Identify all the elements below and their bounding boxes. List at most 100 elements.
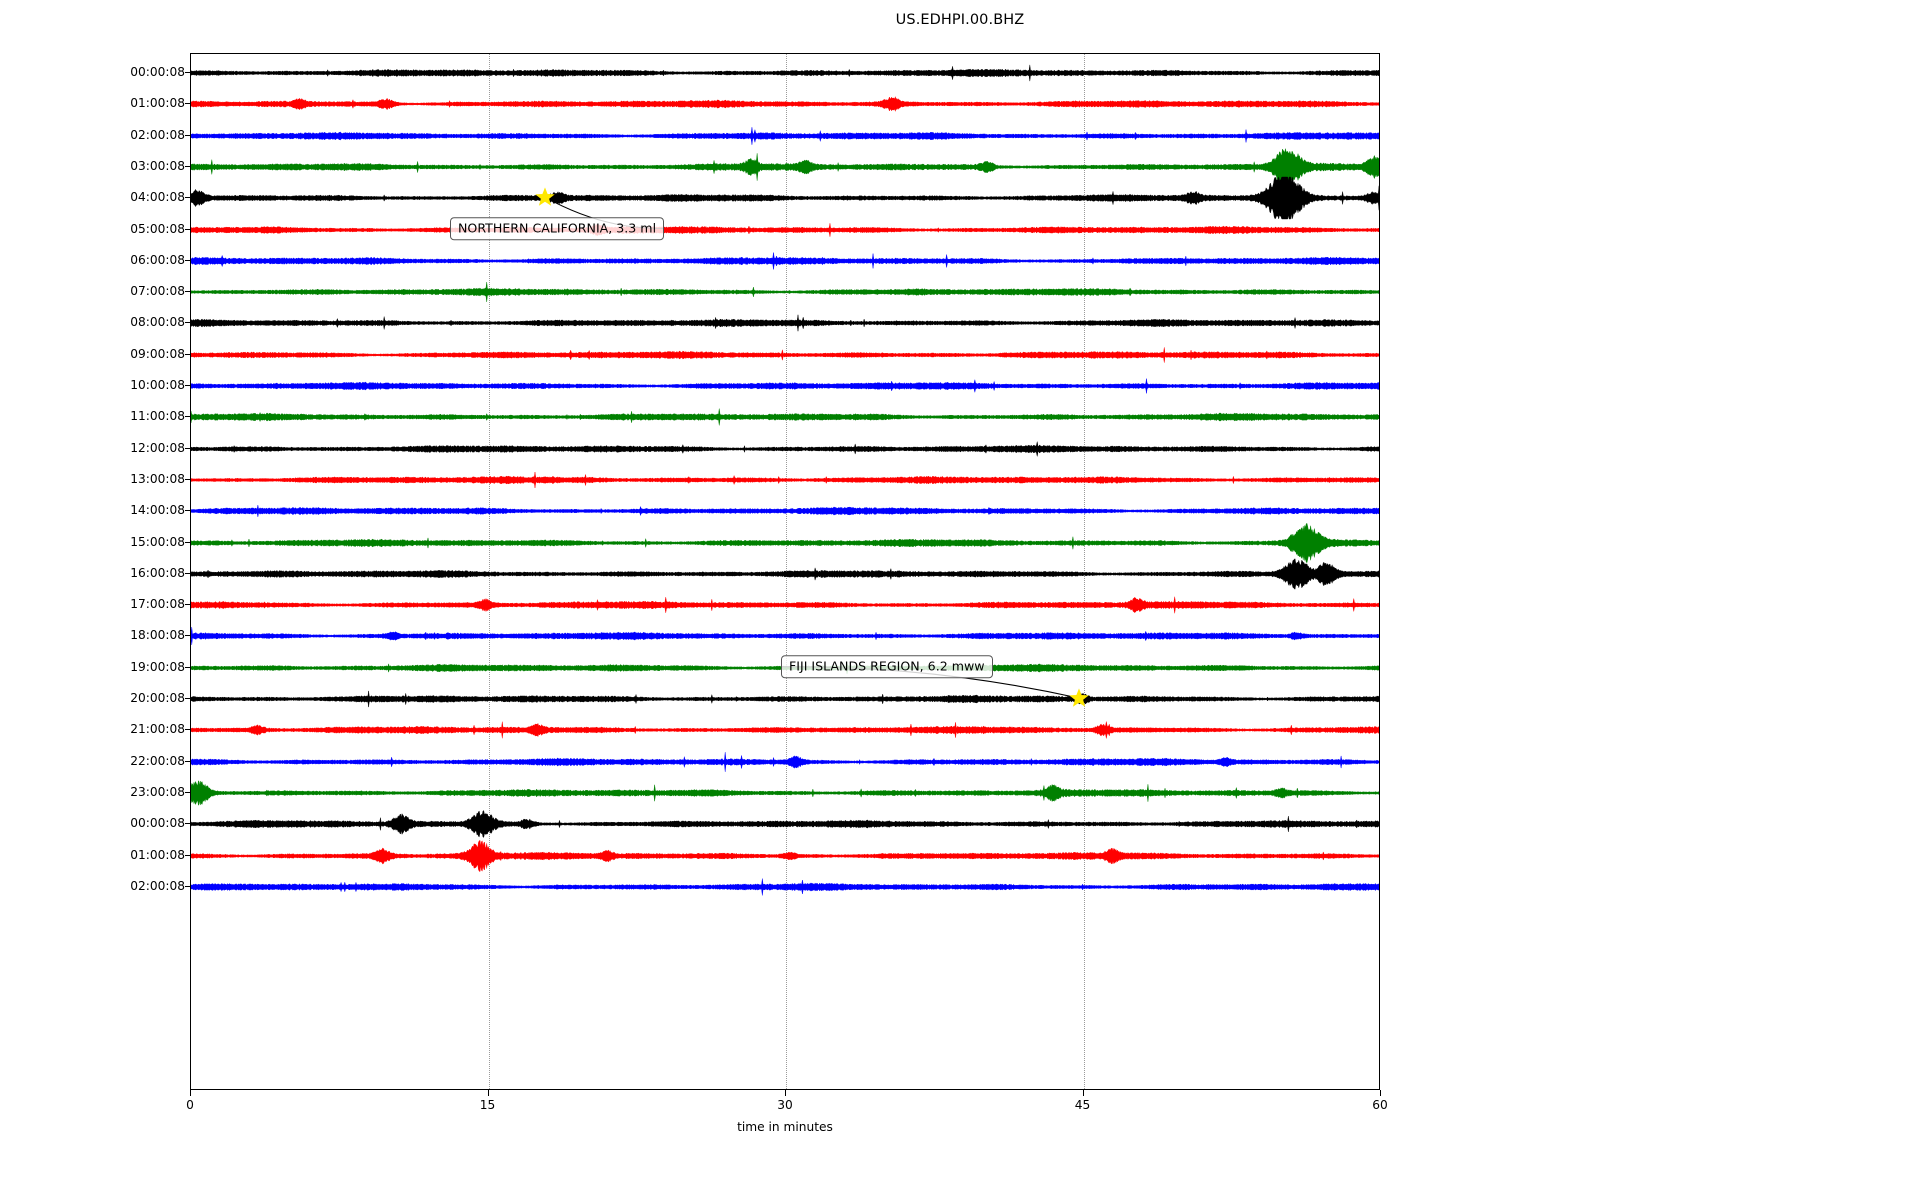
y-axis-tick-label: 19:00:08	[130, 659, 185, 674]
trace-waveform	[191, 82, 1379, 126]
seismic-trace	[191, 771, 1379, 815]
trace-waveform	[191, 333, 1379, 377]
y-axis-tick	[185, 134, 191, 136]
y-axis-tick-label: 05:00:08	[130, 221, 185, 236]
trace-waveform	[191, 145, 1379, 189]
seismic-trace	[191, 364, 1379, 408]
y-axis-tick-label: 02:00:08	[130, 878, 185, 893]
trace-waveform	[191, 458, 1379, 502]
y-axis-tick-label: 23:00:08	[130, 784, 185, 799]
seismic-trace	[191, 865, 1379, 909]
trace-layer	[191, 54, 1379, 1089]
seismic-trace	[191, 208, 1379, 252]
trace-waveform	[191, 521, 1379, 565]
y-axis-tick	[185, 604, 191, 606]
y-axis-tick	[185, 228, 191, 230]
trace-waveform	[191, 53, 1379, 95]
trace-waveform	[191, 583, 1379, 627]
x-axis-tick	[487, 1090, 489, 1096]
y-axis-tick-label: 04:00:08	[130, 190, 185, 205]
seismic-trace	[191, 395, 1379, 439]
y-axis-tick-label: 01:00:08	[130, 96, 185, 111]
y-axis-tick	[185, 259, 191, 261]
seismic-trace	[191, 53, 1379, 95]
y-axis-tick	[185, 635, 191, 637]
trace-waveform	[191, 270, 1379, 314]
y-axis-tick-label: 00:00:08	[130, 65, 185, 79]
y-axis-tick-label: 09:00:08	[130, 346, 185, 361]
y-axis-tick	[185, 447, 191, 449]
y-axis-tick	[185, 197, 191, 199]
y-axis-tick-label: 15:00:08	[130, 534, 185, 549]
x-axis-label: time in minutes	[737, 1120, 833, 1134]
trace-waveform	[191, 552, 1379, 596]
x-axis-tick	[1082, 1090, 1084, 1096]
y-axis-tick-label: 17:00:08	[130, 597, 185, 612]
y-axis-tick-label: 00:00:08	[130, 816, 185, 831]
y-axis-tick-label: 01:00:08	[130, 847, 185, 862]
event-star-icon	[535, 187, 555, 207]
y-axis-tick	[185, 103, 191, 105]
trace-waveform	[191, 802, 1379, 846]
y-axis-tick-label: 18:00:08	[130, 628, 185, 643]
x-axis-tick	[190, 1090, 191, 1096]
seismic-trace	[191, 458, 1379, 502]
y-axis-tick-label: 02:00:08	[130, 127, 185, 142]
y-axis-tick-label: 12:00:08	[130, 440, 185, 455]
trace-waveform	[191, 708, 1379, 752]
trace-waveform	[191, 771, 1379, 815]
y-axis-tick-label: 14:00:08	[130, 503, 185, 518]
y-axis-tick	[185, 72, 191, 73]
y-axis-tick	[185, 416, 191, 418]
trace-waveform	[191, 208, 1379, 252]
x-axis-tick-label: 60	[1372, 1098, 1388, 1112]
y-axis-tick	[185, 854, 191, 856]
y-axis-tick	[185, 510, 191, 512]
y-axis-tick	[185, 291, 191, 293]
y-axis-tick-label: 20:00:08	[130, 691, 185, 705]
event-annotation-label: NORTHERN CALIFORNIA, 3.3 ml	[450, 216, 665, 241]
trace-waveform	[191, 114, 1379, 158]
trace-waveform	[191, 427, 1379, 471]
seismic-trace	[191, 239, 1379, 283]
y-axis-tick	[185, 478, 191, 480]
seismic-trace	[191, 552, 1379, 596]
x-axis-tick	[1380, 1090, 1381, 1096]
y-axis-tick	[185, 823, 191, 825]
y-axis-tick	[185, 385, 191, 386]
trace-waveform	[191, 176, 1379, 220]
y-axis-tick-label: 16:00:08	[130, 565, 185, 580]
x-axis-tick-label: 15	[479, 1098, 496, 1112]
x-axis-tick	[785, 1090, 786, 1096]
y-axis-tick-label: 13:00:08	[130, 471, 185, 486]
y-axis-tick	[185, 572, 191, 574]
y-axis-tick	[185, 353, 191, 355]
event-star-icon	[1068, 688, 1089, 708]
y-axis-tick	[185, 729, 191, 731]
x-axis-tick-label: 30	[777, 1098, 793, 1112]
y-axis-tick-label: 08:00:08	[130, 315, 185, 330]
seismic-trace	[191, 489, 1379, 533]
y-axis-tick-label: 21:00:08	[130, 722, 185, 737]
y-axis-tick	[185, 322, 191, 324]
trace-waveform	[191, 239, 1379, 283]
trace-waveform	[191, 865, 1379, 909]
y-axis-tick-label: 11:00:08	[130, 409, 185, 424]
seismic-trace	[191, 82, 1379, 126]
trace-waveform	[191, 395, 1379, 439]
y-axis-tick	[185, 760, 191, 762]
y-axis-tick-label: 22:00:08	[130, 753, 185, 768]
plot-area	[190, 53, 1380, 1090]
y-axis-tick-label: 06:00:08	[130, 252, 185, 267]
seismic-trace	[191, 834, 1379, 878]
y-axis-tick	[185, 165, 191, 167]
seismic-trace	[191, 740, 1379, 784]
trace-waveform	[191, 364, 1379, 408]
seismic-trace	[191, 427, 1379, 471]
page-title: US.EDHPI.00.BHZ	[895, 12, 1025, 28]
y-axis-tick-label: 10:00:08	[130, 378, 185, 392]
seismic-trace	[191, 583, 1379, 627]
seismic-trace	[191, 301, 1379, 345]
seismic-trace	[191, 708, 1379, 752]
